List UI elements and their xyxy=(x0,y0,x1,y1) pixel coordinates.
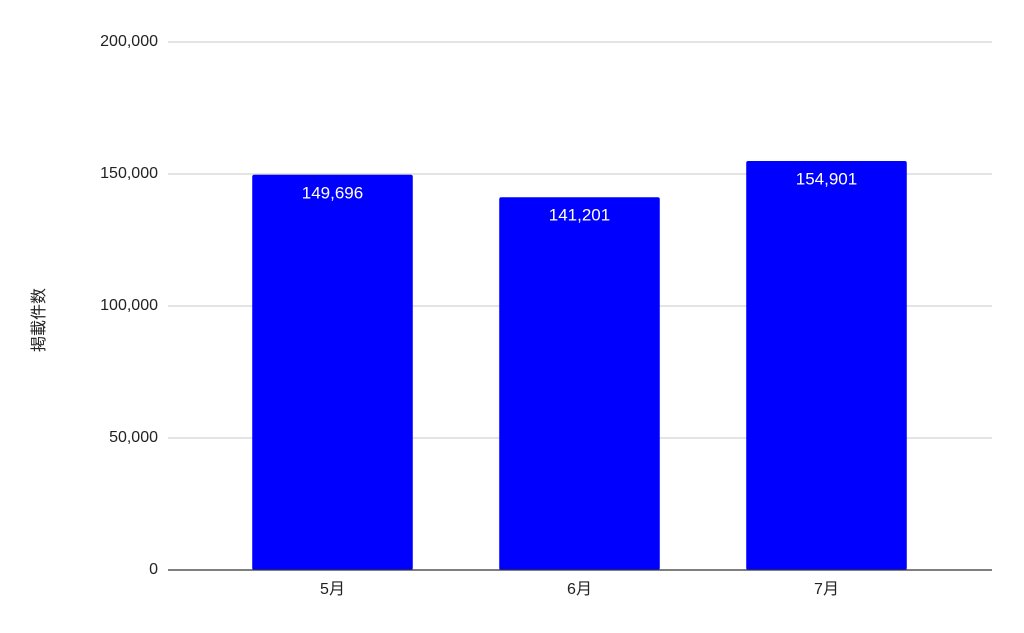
y-axis-title: 掲載件数 xyxy=(30,288,48,352)
y-tick-label: 150,000 xyxy=(100,165,158,182)
x-tick-label: 7月 xyxy=(814,581,839,598)
y-tick-label: 50,000 xyxy=(109,429,158,446)
bar xyxy=(499,197,660,570)
y-tick-label: 0 xyxy=(149,561,158,578)
y-tick-label: 100,000 xyxy=(100,297,158,314)
bar xyxy=(252,174,413,571)
x-tick-label: 5月 xyxy=(320,581,345,598)
x-tick-label: 6月 xyxy=(567,581,592,598)
value-label: 141,201 xyxy=(549,206,610,225)
y-tick-label: 200,000 xyxy=(100,33,158,50)
value-label: 149,696 xyxy=(302,183,363,202)
bar xyxy=(746,161,907,571)
value-label: 154,901 xyxy=(796,170,857,189)
